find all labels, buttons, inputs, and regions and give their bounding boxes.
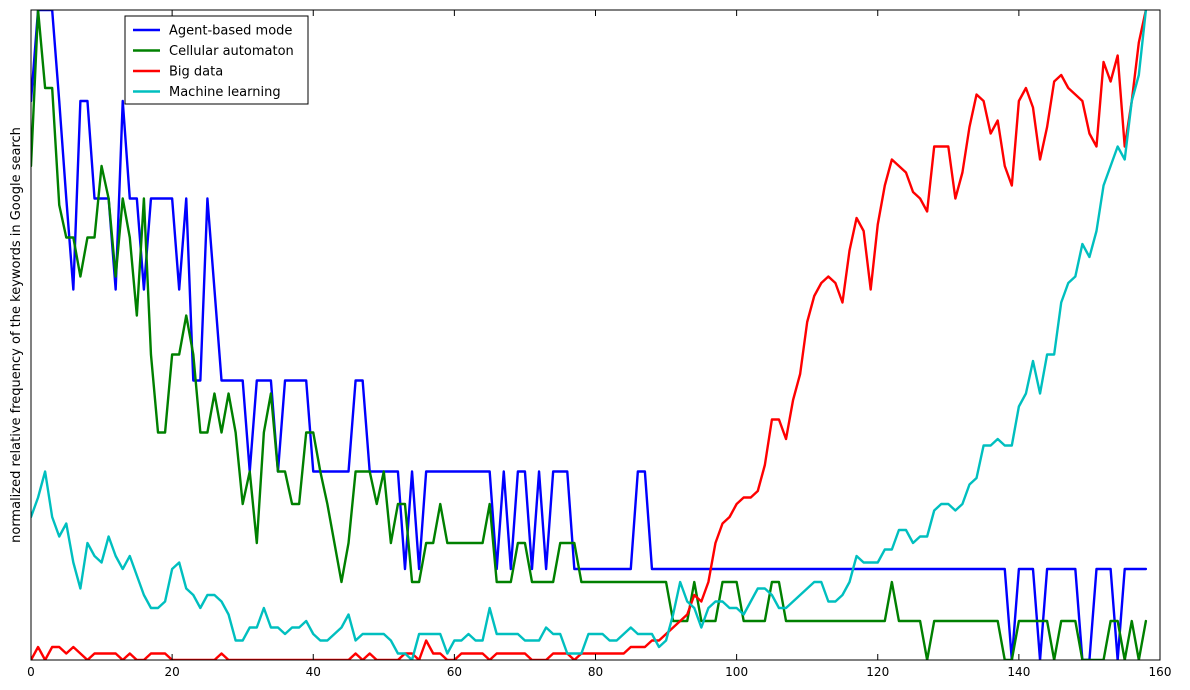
- plot-frame: [30, 9, 1161, 661]
- series-line-agent-based-mode: [31, 10, 1148, 660]
- series-line-cellular-automaton: [31, 10, 1148, 660]
- x-tick-label: 20: [164, 665, 179, 679]
- series-layer: [31, 10, 1148, 660]
- y-axis-label: normalized relative frequency of the key…: [9, 127, 24, 543]
- x-tick-label: 140: [1007, 665, 1030, 679]
- x-tick-label: 80: [588, 665, 603, 679]
- x-tick-label: 120: [866, 665, 889, 679]
- legend-label: Machine learning: [169, 85, 281, 100]
- x-tick-label: 160: [1149, 665, 1172, 679]
- legend-label: Cellular automaton: [169, 44, 294, 59]
- legend: Agent-based mode Cellular automaton Big da…: [124, 15, 309, 105]
- legend-label: Big data: [169, 65, 223, 80]
- series-line-machine-learning: [31, 10, 1148, 660]
- x-tick-label: 60: [447, 665, 462, 679]
- x-axis-ticks: 0 20 40 60 80 100 120 140 160: [27, 10, 1171, 679]
- series-line-big-data: [31, 10, 1148, 660]
- x-tick-label: 40: [306, 665, 321, 679]
- x-tick-label: 0: [27, 665, 35, 679]
- x-tick-label: 100: [725, 665, 748, 679]
- legend-items: Agent-based mode Cellular automaton Big da…: [133, 24, 294, 100]
- legend-label: Agent-based mode: [169, 24, 292, 39]
